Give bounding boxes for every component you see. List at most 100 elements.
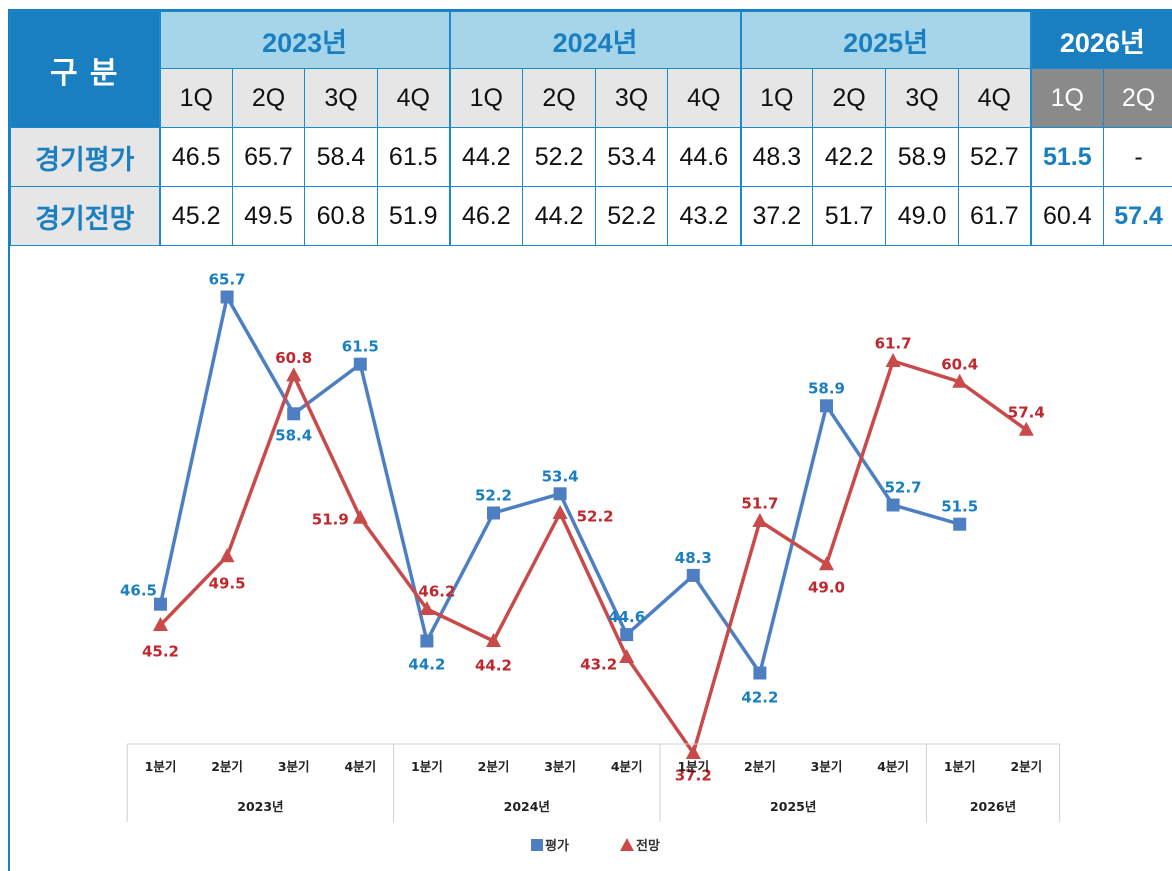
data-label: 44.2	[475, 657, 512, 675]
x-tick-label: 2분기	[478, 759, 510, 774]
data-point-outlook	[286, 367, 302, 382]
table-cell: 52.2	[522, 127, 597, 187]
data-label: 52.7	[885, 479, 922, 497]
table-cell-highlight: 51.5	[1029, 127, 1105, 187]
table-cell: 60.4	[1029, 186, 1105, 246]
data-label: 58.4	[275, 426, 312, 444]
x-group-label: 2026년	[970, 799, 1016, 814]
row-label: 경기평가	[10, 127, 160, 187]
data-point-evaluation	[353, 357, 367, 371]
table-cell: 44.2	[448, 127, 524, 187]
table-cell: 58.4	[304, 127, 378, 187]
x-tick-label: 2분기	[744, 759, 776, 774]
table-cell: 52.7	[958, 127, 1032, 187]
table-cell: 61.7	[958, 186, 1032, 246]
year-header: 2025년	[739, 11, 1032, 69]
quarter-header: 1Q	[1029, 68, 1105, 128]
data-label: 44.2	[408, 656, 445, 674]
data-point-evaluation	[620, 628, 634, 642]
data-point-outlook	[419, 601, 435, 615]
table-cell: 44.6	[667, 127, 742, 187]
table-cell: 51.9	[376, 186, 451, 246]
data-point-evaluation	[154, 597, 167, 611]
data-point-evaluation	[953, 517, 967, 531]
table-cell: 49.0	[885, 186, 960, 246]
table-cell: 37.2	[739, 186, 814, 246]
data-point-outlook	[1018, 421, 1034, 436]
quarter-header: 2Q	[232, 68, 305, 128]
legend-marker-evaluation	[531, 839, 543, 851]
table-cell-highlight: 57.4	[1103, 186, 1172, 246]
year-header-row: 구 분 2023년 2024년 2025년 2026년	[10, 11, 1172, 128]
data-label: 51.5	[941, 498, 978, 516]
x-tick-label: 3분기	[278, 759, 310, 774]
quarter-header: 3Q	[304, 68, 378, 128]
data-point-outlook	[819, 556, 834, 571]
data-point-evaluation	[753, 666, 767, 680]
x-tick-label: 1분기	[944, 759, 976, 774]
x-group-label: 2025년	[770, 799, 816, 814]
data-point-outlook	[952, 373, 968, 388]
data-label: 48.3	[675, 549, 712, 567]
x-tick-label: 4분기	[877, 759, 909, 774]
quarter-header-row: 1Q 2Q 3Q 4Q 1Q 2Q 3Q 4Q 1Q 2Q 3Q 4Q 1Q 2…	[11, 68, 1172, 128]
quarter-header: 4Q	[376, 68, 451, 128]
year-header: 2026년	[1029, 11, 1172, 69]
x-tick-label: 3분기	[811, 759, 843, 774]
data-point-evaluation	[886, 498, 900, 512]
data-point-outlook	[752, 513, 768, 527]
data-label: 37.2	[675, 767, 712, 785]
data-point-evaluation	[220, 290, 234, 304]
table-cell: -	[1103, 127, 1172, 187]
data-label: 45.2	[142, 643, 179, 661]
row-label: 경기전망	[10, 186, 160, 246]
data-label: 61.5	[342, 338, 379, 356]
table-cell: 42.2	[812, 127, 887, 187]
x-tick-label: 2분기	[1010, 759, 1042, 774]
data-label: 42.2	[741, 689, 778, 707]
x-tick-label: 4분기	[344, 759, 376, 774]
x-tick-label: 2분기	[211, 759, 243, 774]
table-cell: 61.5	[376, 127, 451, 187]
quarter-header: 1Q	[158, 68, 233, 128]
corner-label: 구 분	[10, 11, 160, 128]
table-cell: 51.7	[812, 186, 887, 246]
data-label: 52.2	[577, 508, 614, 526]
data-point-outlook	[885, 353, 901, 367]
table-cell: 60.8	[304, 186, 378, 246]
data-label: 51.9	[312, 510, 349, 528]
data-label: 53.4	[542, 467, 579, 485]
data-point-evaluation	[420, 634, 434, 648]
data-label: 60.8	[275, 349, 312, 367]
quarter-header: 3Q	[885, 68, 960, 128]
data-point-outlook	[619, 649, 635, 663]
x-tick-label: 1분기	[145, 759, 177, 774]
data-point-outlook	[153, 617, 168, 631]
series-line-outlook	[159, 359, 1028, 755]
data-label: 49.5	[209, 575, 246, 593]
x-tick-label: 1분기	[411, 759, 443, 774]
x-tick-label: 4분기	[611, 759, 643, 774]
table-cell: 45.2	[158, 186, 233, 246]
data-point-outlook	[552, 505, 568, 519]
x-tick-label: 1분기	[677, 759, 709, 774]
year-header: 2023년	[158, 11, 451, 69]
table-cell: 46.5	[158, 127, 233, 187]
legend-label: 평가	[545, 838, 569, 854]
data-label: 60.4	[941, 355, 978, 373]
year-header: 2024년	[448, 11, 742, 69]
quarter-header: 2Q	[522, 68, 597, 128]
data-label: 44.6	[608, 608, 645, 626]
chart-frame	[8, 9, 1172, 871]
x-group-label: 2024년	[504, 799, 550, 814]
data-label: 43.2	[580, 656, 617, 674]
x-group-label: 2023년	[237, 799, 283, 814]
data-point-evaluation	[686, 568, 700, 582]
quarter-header: 1Q	[448, 68, 524, 128]
table-cell: 49.5	[232, 186, 305, 246]
table-row-outlook: 경기전망 45.2 49.5 60.8 51.9 46.2 44.2 52.2 …	[10, 186, 1172, 246]
data-label: 61.7	[875, 335, 912, 353]
quarter-header: 3Q	[595, 68, 669, 128]
table-cell: 52.2	[595, 186, 669, 246]
